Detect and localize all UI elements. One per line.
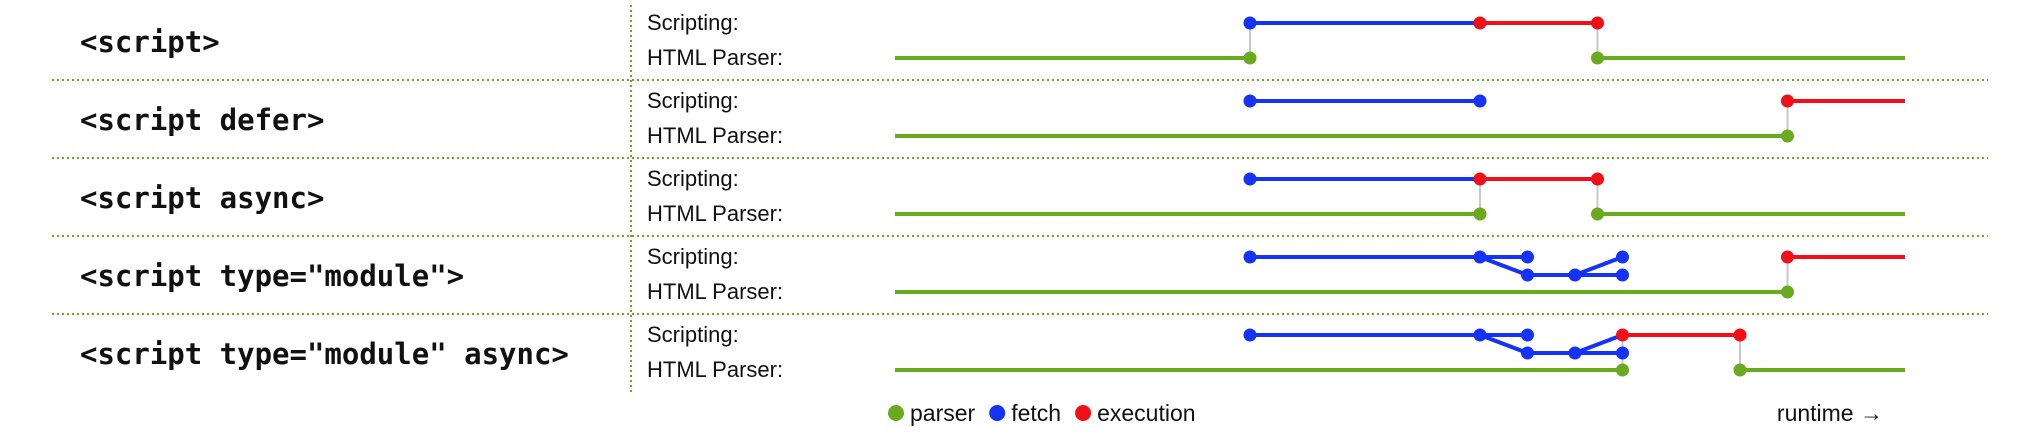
fetch-dot (1243, 328, 1257, 342)
parser-track-label: HTML Parser: (647, 45, 783, 70)
fetch-dot (1243, 172, 1257, 186)
scripting-track-label: Scripting: (647, 244, 739, 269)
fetch-dot (1473, 94, 1487, 108)
execution-dot (1733, 328, 1747, 342)
fetch-segment (1479, 333, 1624, 355)
parser-track-label: HTML Parser: (647, 357, 783, 382)
fetch-segment (1479, 255, 1624, 277)
fetch-dot (1243, 250, 1257, 264)
scripting-track-label: Scripting: (647, 10, 739, 35)
legend: parser fetch execution (888, 400, 1196, 426)
parser-dot (1243, 51, 1257, 65)
fetch-legend-label: fetch (1011, 400, 1061, 426)
runtime-axis-label: runtime → (1777, 400, 1883, 426)
parser-legend-swatch (888, 405, 904, 421)
execution-dot (1473, 172, 1487, 186)
execution-dot (1591, 172, 1604, 186)
execution-dot (1781, 250, 1794, 264)
script-row: <script type="module"> Scripting: HTML Par… (80, 244, 1905, 304)
fetch-dot (1521, 328, 1534, 342)
parser-dot (1591, 51, 1604, 65)
parser-track-label: HTML Parser: (647, 123, 783, 148)
script-row: <script> Scripting: HTML Parser: (80, 10, 1905, 70)
fetch-dot (1568, 346, 1582, 360)
fetch-legend-swatch (989, 405, 1006, 421)
fetch-dot (1243, 94, 1257, 108)
execution-dot (1616, 328, 1629, 342)
parser-dot (1591, 207, 1604, 221)
execution-legend-swatch (1075, 405, 1092, 421)
scripting-track-label: Scripting: (647, 88, 739, 113)
script-tag-label: <script> (80, 25, 220, 59)
parser-dot (1616, 363, 1629, 377)
script-tag-label: <script async> (80, 181, 324, 215)
parser-dot (1733, 363, 1747, 377)
fetch-dot (1473, 250, 1487, 264)
fetch-dot (1473, 328, 1487, 342)
fetch-dot (1521, 250, 1534, 264)
execution-dot (1591, 16, 1604, 30)
fetch-dot (1616, 346, 1629, 360)
parser-dot (1781, 285, 1794, 299)
script-row: <script async> Scripting: HTML Parser: (80, 166, 1905, 226)
rows-layer: <script>Scripting:HTML Parser:<script de… (80, 10, 1905, 382)
fetch-dot (1521, 268, 1534, 282)
fetch-dot (1521, 346, 1534, 360)
parser-dot (1781, 129, 1794, 143)
scripting-track-label: Scripting: (647, 166, 739, 191)
script-tag-label: <script defer> (80, 103, 324, 137)
parser-legend-label: parser (910, 400, 976, 426)
script-tag-label: <script type="module"> (80, 259, 464, 293)
parser-dot (1473, 207, 1487, 221)
fetch-dot (1243, 16, 1257, 30)
fetch-dot (1616, 250, 1629, 264)
script-tag-label: <script type="module" async> (80, 337, 569, 371)
execution-legend-label: execution (1097, 400, 1195, 426)
fetch-dot (1616, 268, 1629, 282)
script-row: <script defer> Scripting: HTML Parser: (80, 88, 1905, 148)
fetch-dot (1568, 268, 1582, 282)
parser-track-label: HTML Parser: (647, 279, 783, 304)
scripting-track-label: Scripting: (647, 322, 739, 347)
parser-track-label: HTML Parser: (647, 201, 783, 226)
execution-dot (1473, 16, 1487, 30)
execution-dot (1781, 94, 1794, 108)
script-row: <script type="module" async> Scripting: HT… (80, 322, 1905, 382)
